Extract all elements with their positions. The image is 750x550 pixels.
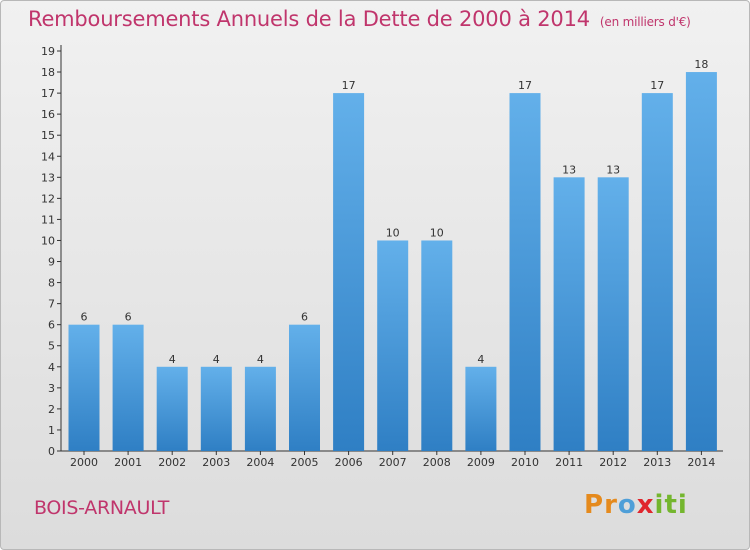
x-tick-label: 2007 <box>379 456 407 469</box>
bar-value-label: 4 <box>169 353 176 366</box>
bar-value-label: 18 <box>694 58 708 71</box>
bar <box>112 324 144 451</box>
bar <box>200 366 232 451</box>
logo-letter: x <box>636 490 655 520</box>
y-tick-label: 2 <box>48 403 55 416</box>
x-tick-label: 2006 <box>335 456 363 469</box>
x-tick-label: 2012 <box>599 456 627 469</box>
y-tick-label: 0 <box>48 445 55 458</box>
logo-letter: i <box>677 490 688 520</box>
bar <box>553 177 585 451</box>
bar-value-label: 17 <box>650 79 664 92</box>
bar-value-label: 6 <box>301 311 308 324</box>
y-tick-label: 10 <box>41 234 55 247</box>
bar <box>465 366 497 451</box>
y-tick-label: 14 <box>41 150 55 163</box>
bar <box>156 366 188 451</box>
x-tick-label: 2003 <box>202 456 230 469</box>
x-tick-label: 2005 <box>291 456 319 469</box>
x-tick-label: 2014 <box>687 456 715 469</box>
x-tick-label: 2004 <box>246 456 274 469</box>
y-tick-label: 1 <box>48 424 55 437</box>
bar-value-label: 4 <box>257 353 264 366</box>
bar <box>421 240 453 451</box>
proxiti-logo: Proxiti <box>584 490 688 520</box>
x-tick-label: 2013 <box>643 456 671 469</box>
bar <box>509 93 541 452</box>
logo-letter: i <box>654 490 665 520</box>
bar-value-label: 10 <box>386 226 400 239</box>
x-tick-label: 2002 <box>158 456 186 469</box>
bar-value-label: 4 <box>477 353 484 366</box>
y-tick-label: 19 <box>41 45 55 58</box>
x-tick-label: 2009 <box>467 456 495 469</box>
y-tick-label: 4 <box>48 361 55 374</box>
bar-value-label: 13 <box>606 163 620 176</box>
y-tick-label: 13 <box>41 171 55 184</box>
bar-value-label: 6 <box>125 311 132 324</box>
bar <box>685 72 717 451</box>
y-tick-label: 16 <box>41 108 55 121</box>
y-tick-label: 18 <box>41 66 55 79</box>
bar <box>377 240 409 451</box>
bar <box>244 366 276 451</box>
bar-value-label: 10 <box>430 226 444 239</box>
y-tick-label: 9 <box>48 256 55 269</box>
logo-letter: r <box>604 490 618 520</box>
logo-letter: t <box>664 490 678 520</box>
bar-value-label: 6 <box>81 311 88 324</box>
bar <box>68 324 100 451</box>
chart-title: Remboursements Annuels de la Dette de 20… <box>28 7 691 31</box>
bar-value-label: 4 <box>213 353 220 366</box>
x-tick-label: 2010 <box>511 456 539 469</box>
bar-value-label: 17 <box>518 79 532 92</box>
bars: 6 6 4 4 4 6 17 10 10 4 17 13 13 17 18 <box>68 58 717 452</box>
place-name: BOIS-ARNAULT <box>34 497 170 519</box>
bar-value-label: 13 <box>562 163 576 176</box>
chart-title-text: Remboursements Annuels de la Dette de 20… <box>28 7 590 31</box>
x-tick-label: 2000 <box>70 456 98 469</box>
y-tick-label: 5 <box>48 340 55 353</box>
y-tick-label: 12 <box>41 192 55 205</box>
logo-letter: o <box>617 490 637 520</box>
y-tick-label: 8 <box>48 277 55 290</box>
x-axis: 2000 2001 2002 2003 2004 2005 2006 2007 2008 2009… <box>70 451 715 469</box>
unit-note: (en milliers d'€) <box>599 15 691 29</box>
y-tick-label: 11 <box>41 213 55 226</box>
bar-value-label: 17 <box>342 79 356 92</box>
y-tick-label: 17 <box>41 87 55 100</box>
y-tick-label: 6 <box>48 319 55 332</box>
y-tick-label: 3 <box>48 382 55 395</box>
y-tick-label: 7 <box>48 298 55 311</box>
x-tick-label: 2001 <box>114 456 142 469</box>
x-tick-label: 2011 <box>555 456 583 469</box>
bar <box>641 93 673 452</box>
bar <box>289 324 320 451</box>
x-tick-label: 2008 <box>423 456 451 469</box>
y-tick-label: 15 <box>41 129 55 142</box>
bar <box>597 177 629 451</box>
logo-letter: P <box>584 490 605 520</box>
bar <box>333 93 365 452</box>
